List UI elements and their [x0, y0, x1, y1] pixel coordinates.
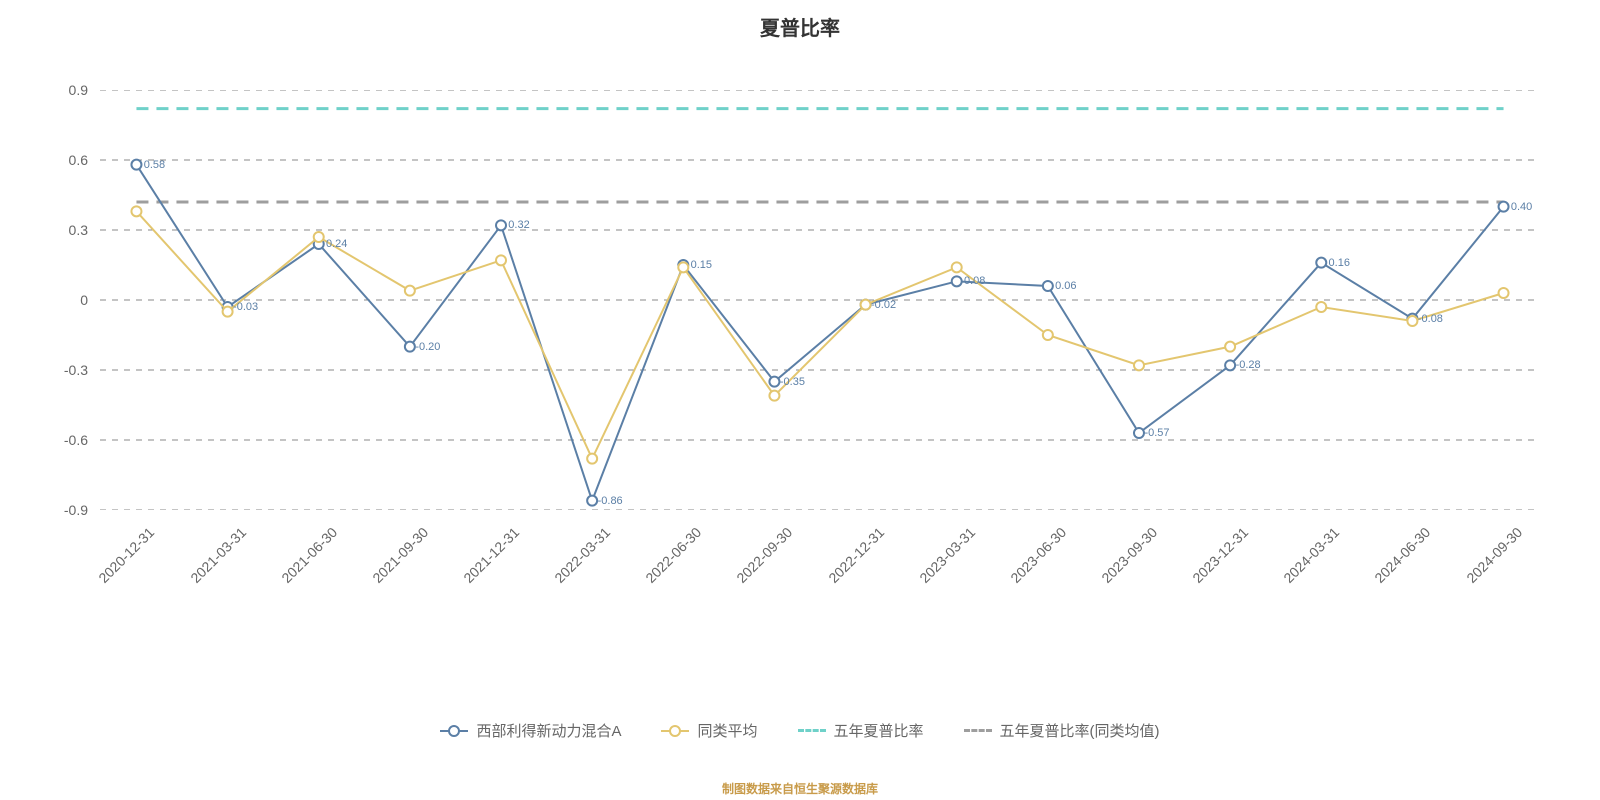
series-marker [1043, 330, 1053, 340]
y-tick-label: -0.9 [0, 502, 88, 518]
x-tick-label: 2021-09-30 [342, 524, 431, 613]
legend-swatch [661, 730, 689, 732]
legend-swatch [964, 729, 992, 732]
series-marker [769, 377, 779, 387]
point-value-label: 0.06 [1055, 280, 1076, 292]
series-marker [405, 286, 415, 296]
point-value-label: 0.32 [508, 219, 529, 231]
series-line [136, 165, 1503, 501]
series-marker [405, 342, 415, 352]
series-marker [314, 232, 324, 242]
legend-marker-icon [669, 725, 681, 737]
x-tick-label: 2023-03-31 [889, 524, 978, 613]
plot-area [100, 90, 1540, 510]
legend-item: 五年夏普比率 [798, 720, 924, 741]
series-marker [1134, 360, 1144, 370]
x-tick-label: 2024-09-30 [1436, 524, 1525, 613]
x-tick-label: 2021-03-31 [160, 524, 249, 613]
series-marker [1499, 288, 1509, 298]
series-marker [769, 391, 779, 401]
series-marker [223, 307, 233, 317]
series-marker [678, 262, 688, 272]
legend-label: 五年夏普比率 [834, 720, 924, 741]
x-tick-label: 2022-03-31 [524, 524, 613, 613]
y-tick-label: 0.3 [0, 222, 88, 238]
x-tick-label: 2024-06-30 [1345, 524, 1434, 613]
x-tick-label: 2020-12-31 [69, 524, 158, 613]
x-tick-label: 2024-03-31 [1253, 524, 1342, 613]
series-marker [587, 454, 597, 464]
chart-title: 夏普比率 [0, 12, 1600, 41]
x-tick-label: 2023-09-30 [1071, 524, 1160, 613]
series-marker [1499, 202, 1509, 212]
legend-item: 西部利得新动力混合A [440, 720, 621, 741]
y-tick-label: 0.6 [0, 152, 88, 168]
series-marker [861, 300, 871, 310]
point-value-label: -0.35 [780, 376, 805, 388]
point-value-label: -0.02 [871, 299, 896, 311]
point-value-label: 0.16 [1329, 257, 1350, 269]
y-tick-label: -0.3 [0, 362, 88, 378]
y-tick-label: -0.6 [0, 432, 88, 448]
legend-item: 五年夏普比率(同类均值) [964, 720, 1160, 741]
point-value-label: -0.28 [1236, 359, 1261, 371]
legend-swatch [440, 730, 468, 732]
point-value-label: -0.03 [233, 301, 258, 313]
y-tick-label: 0.9 [0, 82, 88, 98]
series-marker [587, 496, 597, 506]
point-value-label: 0.40 [1511, 201, 1532, 213]
legend-label: 五年夏普比率(同类均值) [1000, 720, 1160, 741]
caption: 制图数据来自恒生聚源数据库 [0, 780, 1600, 797]
series-marker [496, 220, 506, 230]
y-tick-label: 0 [0, 292, 88, 308]
point-value-label: 0.15 [691, 259, 712, 271]
point-value-label: -0.57 [1144, 427, 1169, 439]
series-marker [952, 262, 962, 272]
legend-swatch [798, 729, 826, 732]
point-value-label: -0.86 [598, 495, 623, 507]
x-tick-label: 2021-06-30 [251, 524, 340, 613]
point-value-label: 0.58 [144, 159, 165, 171]
x-tick-label: 2021-12-31 [433, 524, 522, 613]
legend-label: 西部利得新动力混合A [476, 720, 621, 741]
point-value-label: 0.24 [326, 238, 347, 250]
legend-label: 同类平均 [697, 720, 757, 741]
point-value-label: -0.08 [1418, 313, 1443, 325]
legend-item: 同类平均 [661, 720, 757, 741]
series-marker [1316, 302, 1326, 312]
series-marker [496, 255, 506, 265]
legend: 西部利得新动力混合A 同类平均 五年夏普比率 五年夏普比率(同类均值) [0, 720, 1600, 741]
x-tick-label: 2022-09-30 [707, 524, 796, 613]
series-marker [131, 160, 141, 170]
series-marker [1316, 258, 1326, 268]
series-marker [1043, 281, 1053, 291]
point-value-label: -0.20 [415, 341, 440, 353]
legend-marker-icon [448, 725, 460, 737]
series-marker [1134, 428, 1144, 438]
x-tick-label: 2023-12-31 [1162, 524, 1251, 613]
x-tick-label: 2022-12-31 [798, 524, 887, 613]
sharpe-ratio-chart: 夏普比率 -0.9-0.6-0.300.30.60.9 2020-12-3120… [0, 0, 1600, 800]
series-marker [1225, 342, 1235, 352]
x-tick-label: 2023-06-30 [980, 524, 1069, 613]
x-tick-label: 2022-06-30 [615, 524, 704, 613]
series-marker [1407, 316, 1417, 326]
series-marker [1225, 360, 1235, 370]
series-marker [131, 206, 141, 216]
series-marker [952, 276, 962, 286]
point-value-label: 0.08 [964, 275, 985, 287]
